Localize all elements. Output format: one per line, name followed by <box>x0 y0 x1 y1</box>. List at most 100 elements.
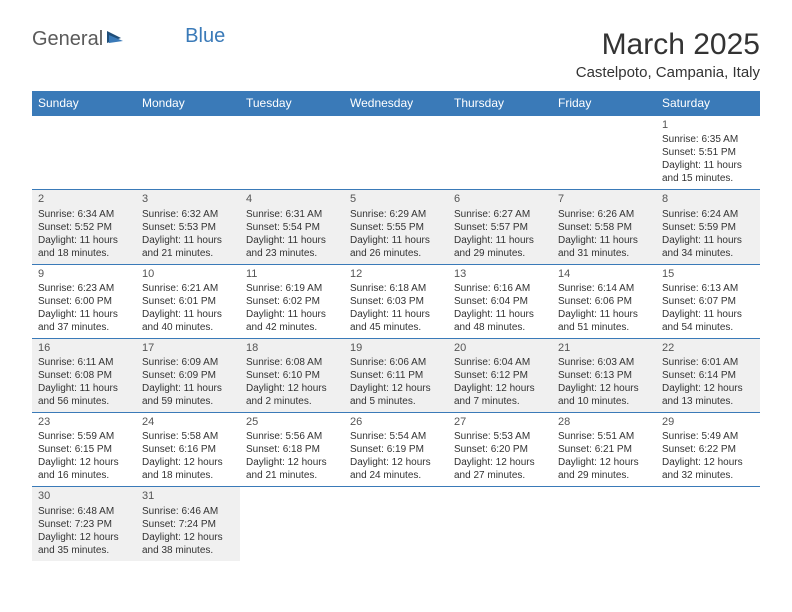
calendar-day-cell: 21Sunrise: 6:03 AMSunset: 6:13 PMDayligh… <box>552 338 656 412</box>
logo-flag-icon <box>107 28 127 51</box>
sunrise-text: Sunrise: 6:14 AM <box>558 282 650 295</box>
sunrise-text: Sunrise: 6:48 AM <box>38 505 130 518</box>
sunrise-text: Sunrise: 5:58 AM <box>142 430 234 443</box>
sunset-text: Sunset: 7:24 PM <box>142 518 234 531</box>
day-number: 27 <box>454 415 546 429</box>
calendar-day-cell: 20Sunrise: 6:04 AMSunset: 6:12 PMDayligh… <box>448 338 552 412</box>
day-number: 14 <box>558 267 650 281</box>
day-number: 8 <box>662 192 754 206</box>
calendar-week-row: 9Sunrise: 6:23 AMSunset: 6:00 PMDaylight… <box>32 264 760 338</box>
sunrise-text: Sunrise: 6:09 AM <box>142 356 234 369</box>
calendar-day-cell <box>240 487 344 561</box>
daylight-text: Daylight: 12 hours and 7 minutes. <box>454 382 546 408</box>
sunrise-text: Sunrise: 6:29 AM <box>350 208 442 221</box>
day-number: 10 <box>142 267 234 281</box>
daylight-text: Daylight: 11 hours and 40 minutes. <box>142 308 234 334</box>
sunset-text: Sunset: 6:22 PM <box>662 443 754 456</box>
header: General Blue March 2025 Castelpoto, Camp… <box>32 28 760 81</box>
calendar-day-cell: 30Sunrise: 6:48 AMSunset: 7:23 PMDayligh… <box>32 487 136 561</box>
day-number: 1 <box>662 118 754 132</box>
calendar-day-cell <box>656 487 760 561</box>
sunset-text: Sunset: 7:23 PM <box>38 518 130 531</box>
sunrise-text: Sunrise: 5:56 AM <box>246 430 338 443</box>
calendar-day-cell <box>344 487 448 561</box>
day-number: 7 <box>558 192 650 206</box>
sunrise-text: Sunrise: 6:06 AM <box>350 356 442 369</box>
calendar-day-cell: 7Sunrise: 6:26 AMSunset: 5:58 PMDaylight… <box>552 190 656 264</box>
calendar-day-cell: 27Sunrise: 5:53 AMSunset: 6:20 PMDayligh… <box>448 413 552 487</box>
weekday-header: Tuesday <box>240 91 344 116</box>
sunrise-text: Sunrise: 6:13 AM <box>662 282 754 295</box>
day-number: 13 <box>454 267 546 281</box>
daylight-text: Daylight: 12 hours and 16 minutes. <box>38 456 130 482</box>
daylight-text: Daylight: 12 hours and 35 minutes. <box>38 531 130 557</box>
sunset-text: Sunset: 6:07 PM <box>662 295 754 308</box>
sunrise-text: Sunrise: 5:51 AM <box>558 430 650 443</box>
sunset-text: Sunset: 5:58 PM <box>558 221 650 234</box>
calendar-day-cell: 31Sunrise: 6:46 AMSunset: 7:24 PMDayligh… <box>136 487 240 561</box>
day-number: 2 <box>38 192 130 206</box>
day-number: 15 <box>662 267 754 281</box>
calendar-day-cell: 29Sunrise: 5:49 AMSunset: 6:22 PMDayligh… <box>656 413 760 487</box>
sunset-text: Sunset: 6:13 PM <box>558 369 650 382</box>
daylight-text: Daylight: 11 hours and 23 minutes. <box>246 234 338 260</box>
calendar-day-cell: 5Sunrise: 6:29 AMSunset: 5:55 PMDaylight… <box>344 190 448 264</box>
day-number: 23 <box>38 415 130 429</box>
sunrise-text: Sunrise: 5:53 AM <box>454 430 546 443</box>
calendar-day-cell: 16Sunrise: 6:11 AMSunset: 6:08 PMDayligh… <box>32 338 136 412</box>
calendar-week-row: 16Sunrise: 6:11 AMSunset: 6:08 PMDayligh… <box>32 338 760 412</box>
day-number: 20 <box>454 341 546 355</box>
calendar-day-cell <box>240 116 344 190</box>
daylight-text: Daylight: 12 hours and 2 minutes. <box>246 382 338 408</box>
sunset-text: Sunset: 6:19 PM <box>350 443 442 456</box>
calendar-day-cell: 24Sunrise: 5:58 AMSunset: 6:16 PMDayligh… <box>136 413 240 487</box>
day-number: 25 <box>246 415 338 429</box>
sunset-text: Sunset: 6:08 PM <box>38 369 130 382</box>
day-number: 24 <box>142 415 234 429</box>
weekday-header-row: Sunday Monday Tuesday Wednesday Thursday… <box>32 91 760 116</box>
day-number: 16 <box>38 341 130 355</box>
logo-text-general: General <box>32 28 103 51</box>
sunrise-text: Sunrise: 6:24 AM <box>662 208 754 221</box>
calendar-day-cell <box>552 116 656 190</box>
calendar-day-cell <box>344 116 448 190</box>
sunrise-text: Sunrise: 6:32 AM <box>142 208 234 221</box>
sunrise-text: Sunrise: 6:21 AM <box>142 282 234 295</box>
calendar-day-cell: 17Sunrise: 6:09 AMSunset: 6:09 PMDayligh… <box>136 338 240 412</box>
sunset-text: Sunset: 6:04 PM <box>454 295 546 308</box>
calendar-day-cell: 18Sunrise: 6:08 AMSunset: 6:10 PMDayligh… <box>240 338 344 412</box>
sunset-text: Sunset: 5:55 PM <box>350 221 442 234</box>
day-number: 19 <box>350 341 442 355</box>
sunset-text: Sunset: 6:06 PM <box>558 295 650 308</box>
calendar-page: General Blue March 2025 Castelpoto, Camp… <box>0 0 792 581</box>
calendar-day-cell: 9Sunrise: 6:23 AMSunset: 6:00 PMDaylight… <box>32 264 136 338</box>
sunrise-text: Sunrise: 6:23 AM <box>38 282 130 295</box>
calendar-day-cell <box>136 116 240 190</box>
sunset-text: Sunset: 6:12 PM <box>454 369 546 382</box>
calendar-day-cell: 8Sunrise: 6:24 AMSunset: 5:59 PMDaylight… <box>656 190 760 264</box>
sunset-text: Sunset: 5:57 PM <box>454 221 546 234</box>
calendar-day-cell: 23Sunrise: 5:59 AMSunset: 6:15 PMDayligh… <box>32 413 136 487</box>
sunrise-text: Sunrise: 6:03 AM <box>558 356 650 369</box>
day-number: 12 <box>350 267 442 281</box>
calendar-day-cell: 6Sunrise: 6:27 AMSunset: 5:57 PMDaylight… <box>448 190 552 264</box>
calendar-day-cell: 13Sunrise: 6:16 AMSunset: 6:04 PMDayligh… <box>448 264 552 338</box>
daylight-text: Daylight: 11 hours and 37 minutes. <box>38 308 130 334</box>
day-number: 22 <box>662 341 754 355</box>
sunrise-text: Sunrise: 6:31 AM <box>246 208 338 221</box>
daylight-text: Daylight: 11 hours and 18 minutes. <box>38 234 130 260</box>
day-number: 21 <box>558 341 650 355</box>
weekday-header: Saturday <box>656 91 760 116</box>
weekday-header: Monday <box>136 91 240 116</box>
sunset-text: Sunset: 6:01 PM <box>142 295 234 308</box>
sunset-text: Sunset: 6:20 PM <box>454 443 546 456</box>
sunset-text: Sunset: 6:10 PM <box>246 369 338 382</box>
day-number: 3 <box>142 192 234 206</box>
day-number: 18 <box>246 341 338 355</box>
sunrise-text: Sunrise: 6:27 AM <box>454 208 546 221</box>
weekday-header: Thursday <box>448 91 552 116</box>
calendar-day-cell: 10Sunrise: 6:21 AMSunset: 6:01 PMDayligh… <box>136 264 240 338</box>
daylight-text: Daylight: 11 hours and 21 minutes. <box>142 234 234 260</box>
sunrise-text: Sunrise: 6:35 AM <box>662 133 754 146</box>
day-number: 28 <box>558 415 650 429</box>
